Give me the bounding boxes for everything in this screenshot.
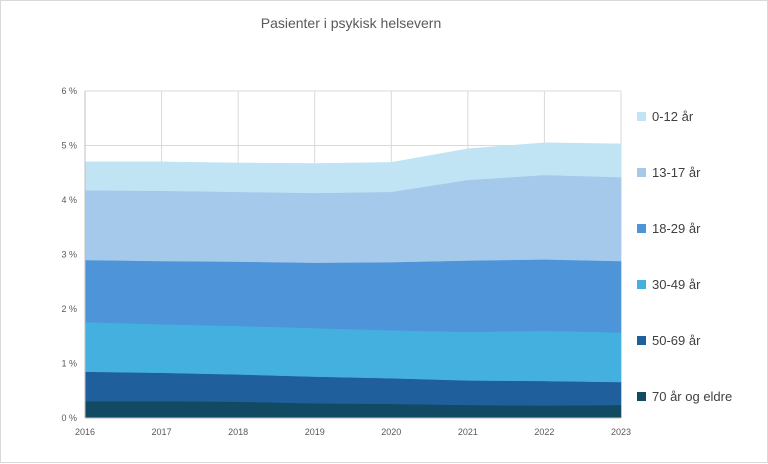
x-tick-label: 2020 <box>381 427 401 437</box>
legend-item-18-29: 18-29 år <box>637 221 700 236</box>
legend-label: 18-29 år <box>652 221 701 236</box>
legend-swatch-icon <box>637 168 646 177</box>
area-series <box>84 142 622 194</box>
legend-item-50-69: 50-69 år <box>637 333 700 348</box>
legend-swatch-icon <box>637 392 646 401</box>
area-series <box>84 259 622 333</box>
axes <box>84 91 621 419</box>
y-axis-ticks: 0 % 1 % 2 % 3 % 4 % 5 % 6 % <box>61 86 77 423</box>
chart-title: Pasienter i psykisk helsevern <box>260 15 442 31</box>
legend-item-30-49: 30-49 år <box>637 277 700 292</box>
legend-swatch-icon <box>637 336 646 345</box>
y-tick-label: 6 % <box>61 86 77 96</box>
legend-swatch-icon <box>637 224 646 233</box>
legend-item-13-17: 13-17 år <box>637 165 700 180</box>
legend-swatch-icon <box>637 112 646 121</box>
x-tick-label: 2019 <box>305 427 325 437</box>
y-tick-label: 1 % <box>61 359 77 369</box>
x-tick-label: 2021 <box>458 427 478 437</box>
x-tick-label: 2022 <box>534 427 554 437</box>
x-tick-label: 2018 <box>228 427 248 437</box>
y-tick-label: 3 % <box>61 250 77 260</box>
legend-swatch-icon <box>637 280 646 289</box>
y-tick-label: 0 % <box>61 413 77 423</box>
legend-label: 50-69 år <box>652 333 701 348</box>
x-tick-label: 2023 <box>611 427 631 437</box>
x-axis-ticks: 2016 2017 2018 2019 2020 2021 2022 2023 <box>75 427 631 437</box>
legend-label: 70 år og eldre <box>652 389 733 404</box>
x-tick-label: 2016 <box>75 427 95 437</box>
legend-item-70-plus: 70 år og eldre <box>637 389 732 404</box>
x-tick-label: 2017 <box>152 427 172 437</box>
legend-item-0-12: 0-12 år <box>637 109 693 124</box>
y-tick-label: 5 % <box>61 141 77 151</box>
legend-label: 13-17 år <box>652 165 701 180</box>
y-tick-label: 4 % <box>61 195 77 205</box>
legend-label: 0-12 år <box>652 109 694 124</box>
y-tick-label: 2 % <box>61 304 77 314</box>
stacked-areas <box>84 142 622 419</box>
legend-label: 30-49 år <box>652 277 701 292</box>
